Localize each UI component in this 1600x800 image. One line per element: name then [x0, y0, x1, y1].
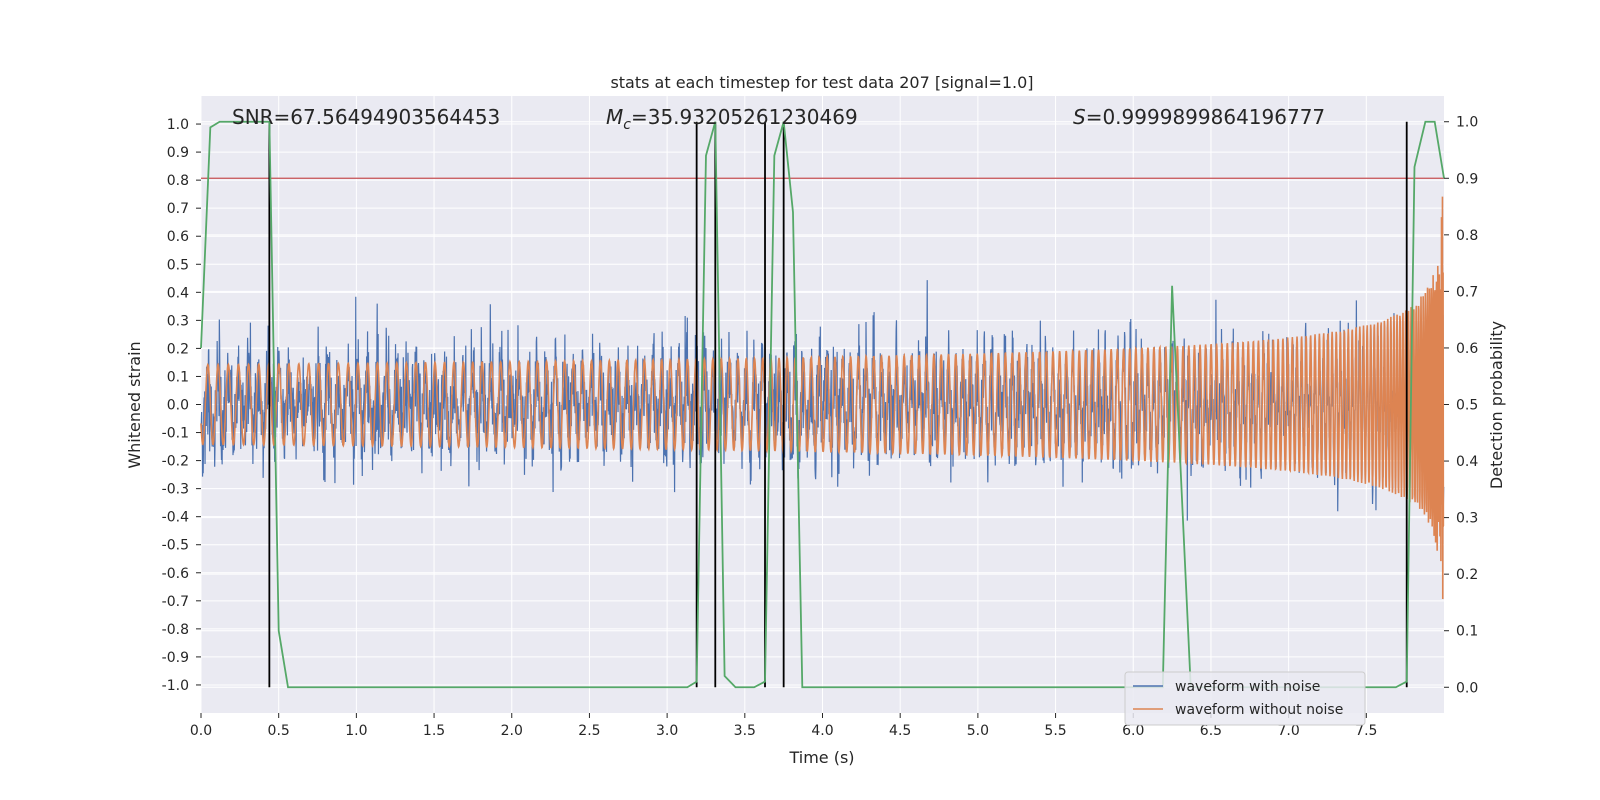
y-tick-label: 0.9 [167, 145, 189, 161]
x-tick-label: 4.0 [811, 723, 833, 739]
waveform-without-noise-line [200, 196, 1445, 600]
chirp-mass-value: =35.93205261230469 [631, 105, 858, 129]
y-axis-label: Whitened strain [125, 341, 144, 468]
y-tick-label: 0.8 [167, 173, 189, 189]
y2-axis-ticks: 1.0 0.9 0.8 0.7 0.6 0.5 0.4 0.3 0.2 0.1 0.0 [1444, 115, 1478, 696]
legend: waveform with noise waveform without noi… [1124, 671, 1366, 726]
y2-tick-label: 0.4 [1456, 454, 1478, 470]
y-tick-label: -0.2 [162, 454, 189, 470]
y2-axis-label: Detection probability [1487, 321, 1506, 489]
event-lines [268, 121, 1408, 688]
y-tick-label: -0.8 [162, 622, 189, 638]
series-detection-probability [200, 120, 1445, 689]
y2-tick-label: 0.6 [1456, 341, 1478, 357]
detection-stat-annotation: S=0.9999899864196777 [1073, 105, 1325, 129]
series-waveform-without-noise [200, 196, 1445, 600]
detection-probability-line [200, 120, 1445, 689]
y-tick-label: -0.7 [162, 594, 189, 610]
y2-tick-label: 0.2 [1456, 567, 1478, 583]
chirp-mass-symbol: M [606, 105, 623, 129]
y2-tick-label: 0.3 [1456, 511, 1478, 527]
y2-tick-label: 0.5 [1456, 398, 1478, 414]
y-tick-label: 0.3 [167, 313, 189, 329]
y-tick-label: -0.5 [162, 538, 189, 554]
y-tick-label: -0.1 [162, 426, 189, 442]
y-tick-label: 0.4 [167, 285, 189, 301]
x-tick-label: 5.5 [1044, 723, 1066, 739]
x-tick-label: 5.0 [967, 723, 989, 739]
detection-stat-symbol: S [1073, 105, 1086, 129]
y2-tick-label: 0.8 [1456, 228, 1478, 244]
y2-tick-label: 0.1 [1456, 624, 1478, 640]
detection-stat-value: =0.9999899864196777 [1086, 105, 1325, 129]
y-tick-label: 1.0 [167, 117, 189, 133]
y-axis-ticks: 1.0 0.9 0.8 0.7 0.6 0.5 0.4 0.3 0.2 0.1 0.0 -0.1 -0.… [162, 117, 201, 694]
x-tick-label: 1.5 [423, 723, 445, 739]
x-tick-label: 2.5 [578, 723, 600, 739]
y2-tick-label: 0.9 [1456, 171, 1478, 187]
x-tick-label: 7.0 [1277, 723, 1299, 739]
legend-label-clean: waveform without noise [1175, 702, 1343, 718]
y-tick-label: 0.0 [167, 398, 189, 414]
x-tick-label: 6.0 [1122, 723, 1144, 739]
y-tick-label: -0.3 [162, 482, 189, 498]
x-tick-label: 3.5 [734, 723, 756, 739]
chart-title: stats at each timestep for test data 207… [610, 73, 1033, 92]
chirp-mass-annotation: Mc=35.93205261230469 [606, 105, 858, 133]
y-tick-label: 0.6 [167, 229, 189, 245]
x-tick-label: 0.0 [190, 723, 212, 739]
x-tick-label: 6.5 [1200, 723, 1222, 739]
x-tick-label: 4.5 [889, 723, 911, 739]
y-tick-label: 0.7 [167, 201, 189, 217]
snr-annotation: SNR=67.56494903564453 [232, 105, 500, 129]
x-tick-label: 2.0 [501, 723, 523, 739]
x-tick-label: 1.0 [345, 723, 367, 739]
y-tick-label: -0.4 [162, 510, 189, 526]
y-tick-label: -0.9 [162, 650, 189, 666]
x-tick-label: 0.5 [268, 723, 290, 739]
x-tick-label: 3.0 [656, 723, 678, 739]
x-axis-ticks: 0.0 0.5 1.0 1.5 2.0 2.5 3.0 3.5 4.0 4.5 5.0 5.5 6.0 6… [190, 713, 1377, 739]
y-tick-label: 0.1 [167, 369, 189, 385]
y-tick-label: -0.6 [162, 566, 189, 582]
y-tick-label: 0.2 [167, 341, 189, 357]
legend-label-noise: waveform with noise [1175, 679, 1320, 695]
x-tick-label: 7.5 [1355, 723, 1377, 739]
y-tick-label: 0.5 [167, 257, 189, 273]
chirp-mass-subscript: c [623, 117, 631, 133]
y2-tick-label: 0.7 [1456, 284, 1478, 300]
y2-tick-label: 0.0 [1456, 680, 1478, 696]
y-tick-label: -1.0 [162, 678, 189, 694]
x-axis-label: Time (s) [788, 748, 854, 767]
legend-box [1124, 671, 1366, 726]
y2-tick-label: 1.0 [1456, 115, 1478, 131]
